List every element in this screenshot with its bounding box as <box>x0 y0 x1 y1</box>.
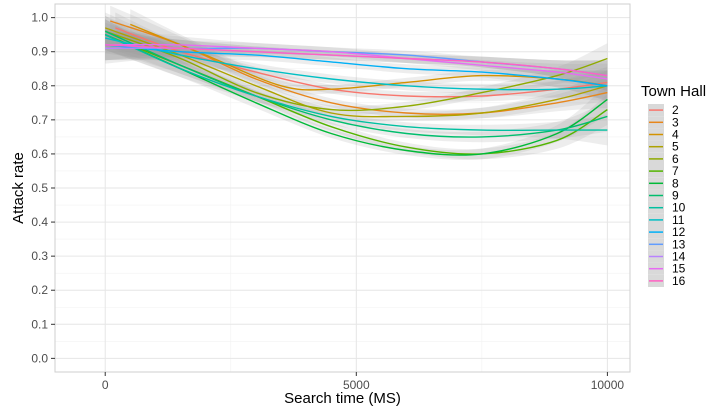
x-tick-label: 10000 <box>591 378 625 392</box>
legend-label: 16 <box>672 274 686 288</box>
confidence-band-4 <box>130 9 608 102</box>
y-tick-label: 0.8 <box>31 79 48 93</box>
confidence-band-13 <box>105 29 608 91</box>
x-tick-label: 0 <box>102 378 109 392</box>
x-axis-title: Search time (MS) <box>284 390 401 407</box>
legend-label: 12 <box>672 225 686 239</box>
legend-label: 11 <box>672 213 685 227</box>
series-line-11 <box>105 37 608 91</box>
legend-label: 2 <box>672 103 679 117</box>
confidence-band-15 <box>105 29 608 95</box>
y-tick-label: 0.1 <box>31 317 48 331</box>
confidence-band-7 <box>105 19 608 160</box>
legend-label: 6 <box>672 152 679 166</box>
series-line-16 <box>105 44 608 77</box>
y-axis-ticks: 0.0 0.1 0.2 0.3 0.4 0.5 0.6 0.7 0.8 0.9 1.0 <box>31 11 55 365</box>
legend-label: 8 <box>672 176 679 190</box>
confidence-band-6 <box>105 15 608 115</box>
series-line-9 <box>104 30 608 138</box>
y-tick-label: 0.9 <box>31 45 48 59</box>
legend-label: 9 <box>672 189 679 203</box>
y-tick-label: 1.0 <box>31 11 48 25</box>
legend-label: 13 <box>672 237 686 251</box>
legend-title: Town Hall <box>641 83 706 100</box>
series-line-2 <box>115 27 608 98</box>
y-tick-label: 0.5 <box>31 181 48 195</box>
legend-label: 5 <box>672 140 679 154</box>
y-tick-label: 0.2 <box>31 283 48 297</box>
y-tick-label: 0.6 <box>31 147 48 161</box>
x-tick-label: 5000 <box>343 378 370 392</box>
series-line-15 <box>105 43 608 80</box>
series-line-12 <box>105 44 608 87</box>
legend-label: 3 <box>672 115 679 129</box>
legend-label: 15 <box>672 262 686 276</box>
grid-major <box>55 4 630 372</box>
series-line-5 <box>104 27 608 118</box>
confidence-band-11 <box>105 22 608 102</box>
confidence-band-16 <box>105 29 608 91</box>
y-tick-label: 0.4 <box>31 215 48 229</box>
series-lines <box>104 20 608 156</box>
legend-label: 10 <box>672 201 686 215</box>
confidence-band-5 <box>105 12 608 122</box>
series-line-10 <box>104 34 608 132</box>
legend-label: 7 <box>672 164 679 178</box>
y-tick-label: 0.7 <box>31 113 48 127</box>
y-tick-label: 0.3 <box>31 249 48 263</box>
confidence-band-3 <box>110 5 608 120</box>
y-axis-title: Attack rate <box>10 152 27 224</box>
confidence-band-12 <box>105 29 608 102</box>
series-line-6 <box>104 30 608 112</box>
confidence-band-2 <box>115 12 608 102</box>
x-axis-ticks: 0 5000 10000 <box>102 372 625 392</box>
legend-label: 4 <box>672 128 679 142</box>
y-tick-label: 0.0 <box>31 351 48 365</box>
legend-label: 14 <box>672 250 686 264</box>
